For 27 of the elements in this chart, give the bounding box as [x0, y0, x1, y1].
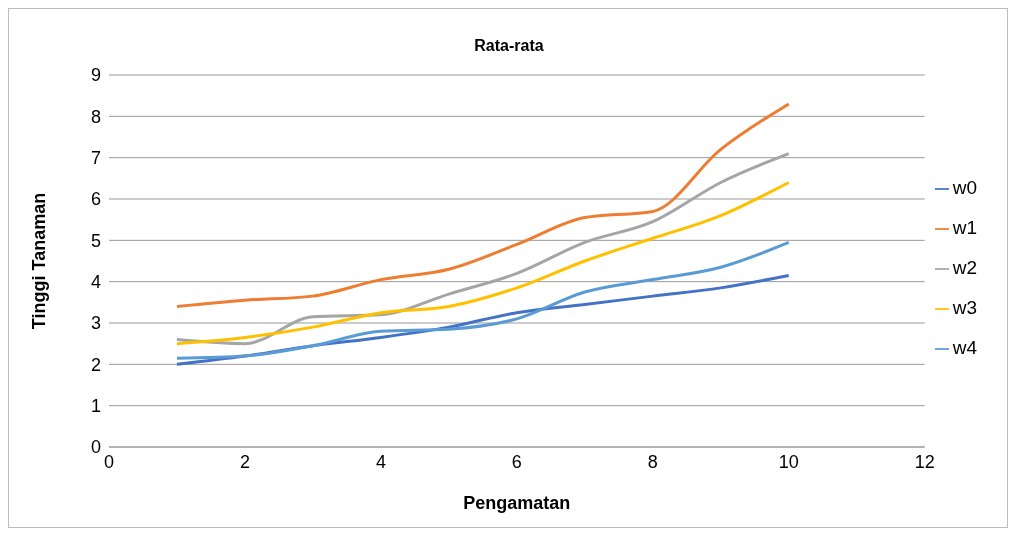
x-axis-title: Pengamatan: [463, 493, 571, 513]
y-tick-label: 9: [90, 65, 101, 86]
y-tick-label: 4: [90, 272, 101, 293]
legend-label: w2: [952, 257, 977, 278]
y-tick-label: 8: [90, 106, 101, 127]
legend-label: w3: [952, 297, 977, 318]
line-series: [175, 102, 791, 308]
x-tick-label: 2: [239, 451, 250, 472]
line-series: [175, 240, 791, 360]
legend-label: w1: [952, 217, 977, 238]
legend-label: w0: [952, 177, 977, 198]
legend-label: w4: [952, 337, 977, 358]
chart-title: Rata-rata: [473, 37, 545, 55]
y-tick-label: 6: [90, 189, 101, 210]
y-tick-label: 1: [90, 396, 101, 417]
y-tick-label: 2: [90, 354, 101, 375]
y-axis-title: Tinggi Tanaman: [29, 192, 50, 330]
y-tick-label: 3: [90, 313, 101, 334]
y-tick-label: 5: [90, 230, 101, 251]
x-tick-label: 8: [647, 451, 658, 472]
x-tick-label: 4: [375, 451, 386, 472]
y-tick-label: 0: [90, 437, 101, 458]
y-tick-label: 7: [90, 148, 101, 169]
x-tick-label: 10: [778, 451, 799, 472]
x-tick-label: 12: [914, 451, 935, 472]
x-tick-label: 6: [511, 451, 522, 472]
x-tick-label: 0: [103, 451, 115, 472]
